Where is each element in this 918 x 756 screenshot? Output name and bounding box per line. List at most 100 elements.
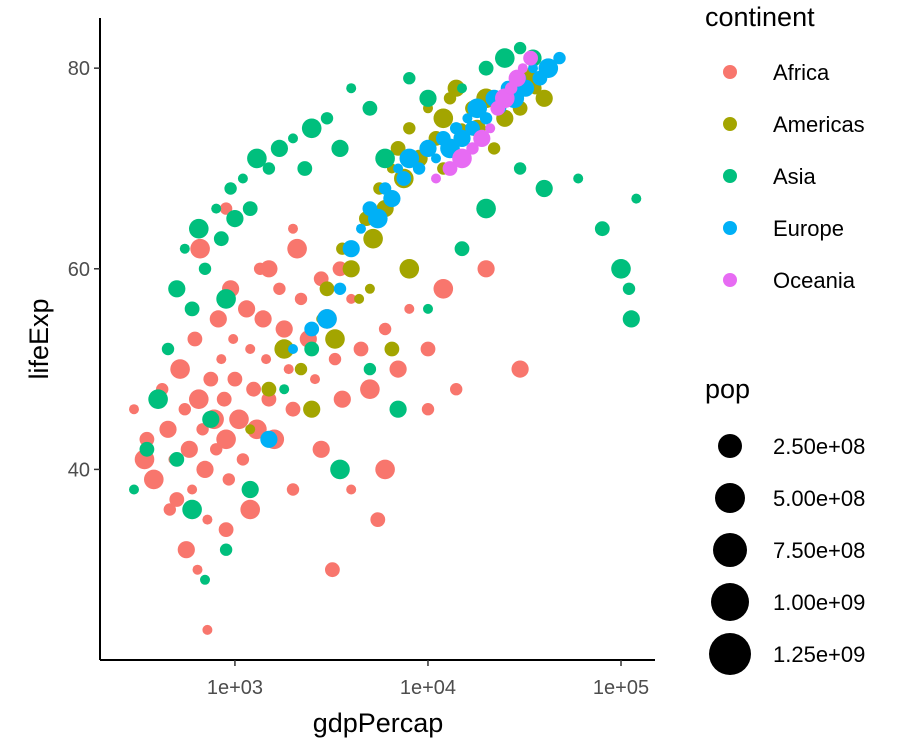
data-point-asia [129,484,139,495]
data-point-asia [513,162,527,175]
data-point-asia [622,310,640,328]
data-point-africa [163,503,176,516]
data-point-africa [328,352,342,366]
size-legend-key [715,483,745,513]
data-point-europe [419,139,437,157]
data-point-europe [538,58,559,78]
data-point-asia [288,133,298,144]
data-points [129,41,642,635]
data-point-africa [170,359,190,379]
data-point-asia [241,480,259,499]
data-point-asia [403,72,416,85]
data-point-africa [333,390,351,408]
data-point-americas [363,228,383,249]
data-point-asia [247,148,267,169]
data-point-africa [216,354,227,365]
data-point-africa [159,420,177,438]
data-point-africa [310,374,320,385]
data-point-europe [396,171,412,186]
data-point-africa [216,429,236,450]
data-point-asia [168,280,186,298]
data-point-asia [270,139,288,157]
size-legend-title: pop [705,374,750,404]
data-point-africa [285,401,301,417]
data-point-americas [433,108,454,129]
data-point-africa [275,320,293,338]
data-point-africa [294,292,308,306]
data-point-africa [254,310,272,328]
data-point-africa [346,484,357,495]
data-point-asia [148,389,168,410]
data-point-europe [467,98,488,119]
data-point-oceania [431,173,441,184]
y-tick-label: 60 [68,259,90,281]
data-point-asia [182,499,202,520]
data-point-asia [330,459,350,480]
color-legend: Africa Americas Asia Europe Oceania [723,60,865,293]
data-point-africa [420,341,436,357]
legend-key-africa [723,65,737,79]
data-point-asia [622,282,636,295]
data-point-americas [399,259,420,279]
legend-label-americas: Americas [773,112,865,137]
data-point-africa [312,440,330,458]
data-point-africa [260,260,278,278]
data-point-europe [453,129,471,147]
data-point-asia [535,179,553,198]
data-point-europe [553,51,566,65]
y-axis-ticks: 40 60 80 [68,58,100,481]
data-point-americas [487,142,501,155]
data-point-europe [304,321,320,337]
data-point-africa [240,499,260,520]
data-point-asia [389,400,407,418]
data-point-asia [363,362,377,376]
data-point-europe [479,112,493,125]
size-legend-key [713,533,747,567]
data-point-americas [342,260,360,278]
data-point-africa [450,383,463,396]
data-point-oceania [442,161,458,176]
data-point-asia [346,83,357,94]
size-legend: 2.50e+08 5.00e+08 7.50e+08 1.00e+09 1.25e+09 [709,434,865,675]
data-point-americas [364,283,375,294]
data-point-africa [169,492,185,507]
data-point-europe [431,153,441,164]
data-point-asia [631,193,642,204]
color-legend-title: continent [705,2,815,32]
data-point-europe [399,148,420,169]
data-point-asia [301,118,322,139]
data-point-asia [611,259,631,279]
data-point-africa [245,344,256,354]
data-point-africa [404,303,415,314]
data-point-americas [384,341,400,357]
legend-label-africa: Africa [773,60,830,85]
data-point-africa [477,260,495,278]
data-point-asia [454,241,470,257]
y-tick-label: 40 [68,459,90,481]
data-point-asia [478,60,494,76]
data-point-americas [325,329,345,349]
data-point-americas [354,293,365,304]
data-point-asia [513,41,527,55]
data-point-oceania [508,69,526,87]
data-point-asia [279,384,290,395]
size-legend-label: 1.00e+09 [773,590,865,615]
data-point-asia [242,201,258,217]
data-point-europe [528,63,538,74]
y-axis-title: lifeExp [24,298,54,379]
data-point-africa [202,514,213,525]
data-point-africa [389,360,407,378]
data-point-asia [297,161,313,176]
size-legend-label: 2.50e+08 [773,434,865,459]
data-point-africa [511,360,529,378]
data-point-africa [229,409,249,430]
data-point-africa [190,238,210,259]
data-point-africa [177,541,195,559]
data-point-africa [433,279,454,299]
data-point-asia [419,89,437,107]
x-tick-label: 1e+03 [207,677,263,699]
data-point-americas [261,381,277,397]
data-point-asia [320,112,334,125]
data-point-oceania [517,63,528,74]
